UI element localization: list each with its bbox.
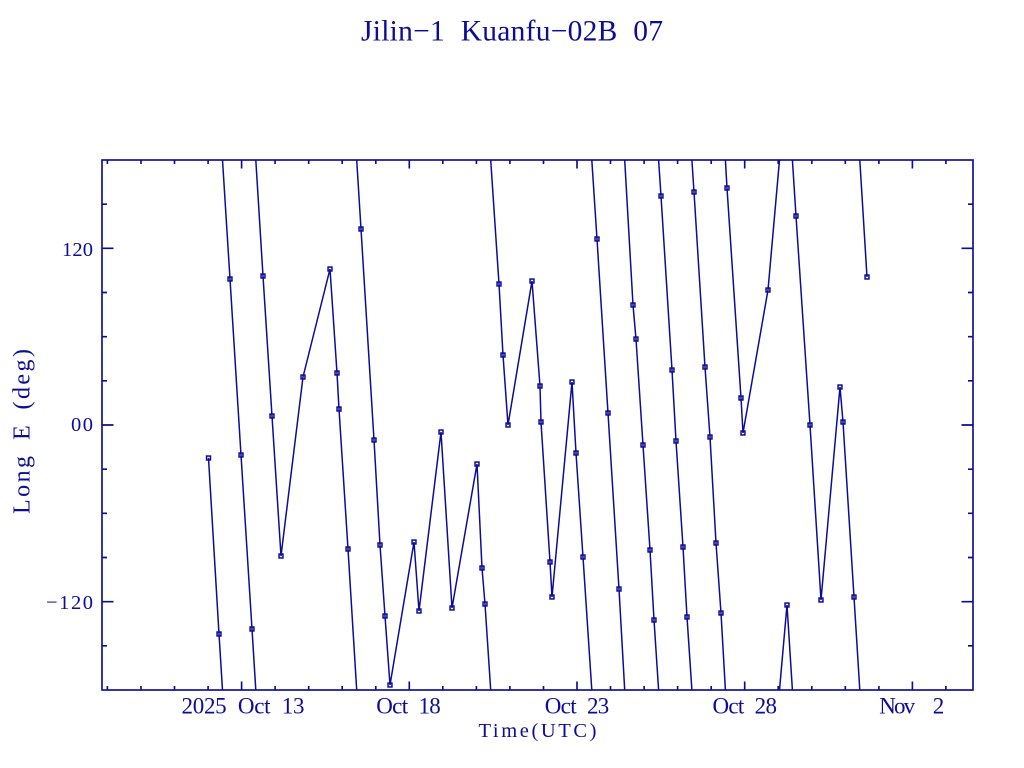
svg-text:Time(UTC): Time(UTC) — [479, 720, 597, 742]
svg-text:120: 120 — [62, 239, 93, 261]
svg-text:Nov 2: Nov 2 — [879, 693, 944, 718]
svg-text:00: 00 — [71, 414, 93, 436]
svg-text:Oct 28: Oct 28 — [712, 693, 777, 718]
svg-text:Long E (deg): Long E (deg) — [10, 349, 36, 514]
svg-text:2025 Oct 13: 2025 Oct 13 — [182, 693, 305, 718]
svg-text:Oct 18: Oct 18 — [376, 693, 441, 718]
svg-text:Oct 23: Oct 23 — [545, 693, 610, 718]
svg-text:Jilin−1 Kuanfu−02B 07: Jilin−1 Kuanfu−02B 07 — [361, 16, 663, 48]
svg-text:−120: −120 — [46, 592, 93, 614]
